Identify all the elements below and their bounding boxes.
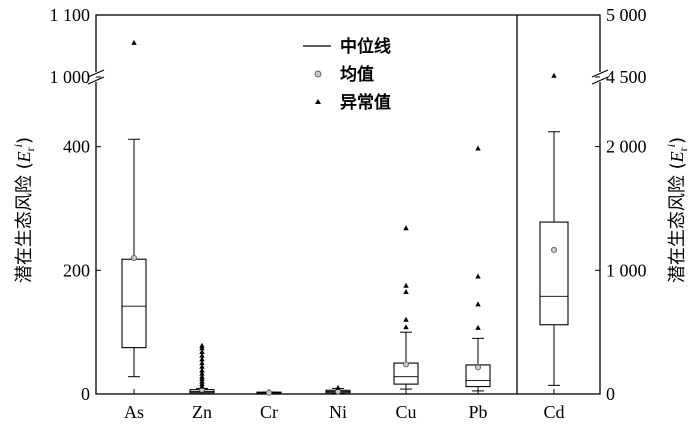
right-tick-label: 2 000 (606, 137, 647, 157)
outlier-marker (403, 324, 409, 330)
outlier-marker (475, 301, 481, 307)
mean-marker (474, 364, 481, 371)
left-break-mark-lower (87, 76, 105, 85)
category-label: As (124, 402, 144, 422)
right-tick-label: 0 (606, 384, 615, 404)
outlier-marker (199, 348, 205, 354)
right-break-mark-lower (591, 76, 609, 85)
outlier-marker (403, 225, 409, 231)
category-label: Ni (329, 402, 347, 422)
right-break-mark-upper (591, 69, 609, 78)
outlier-marker (403, 288, 409, 294)
legend-outlier-label: 异常值 (340, 92, 391, 113)
mean-marker (551, 246, 558, 253)
box-ni: Ni (325, 384, 351, 422)
right-axis-title: 潜在生态风险 (Eri) (664, 137, 690, 283)
legend-outlier-swatch (315, 99, 321, 104)
outlier-marker (335, 384, 341, 390)
left-break-mark-upper (87, 69, 105, 78)
category-label: Cr (260, 402, 278, 422)
box-plots: As Zn Cr Ni Cu Pb Cd (121, 39, 569, 422)
box-cu: Cu (393, 225, 419, 422)
outlier-marker (199, 363, 205, 369)
category-label: Zn (192, 402, 212, 422)
category-label: Cu (395, 402, 416, 422)
outlier-marker (131, 39, 137, 45)
category-label: Cd (543, 402, 564, 422)
right-tick-label: 1 000 (606, 260, 647, 280)
box-pb: Pb (465, 145, 491, 422)
box-as: As (121, 39, 147, 422)
legend-mean-swatch (314, 70, 322, 78)
legend: 中位线 均值 异常值 (303, 36, 391, 113)
outlier-marker (199, 356, 205, 362)
mean-marker (402, 361, 409, 368)
axis-ticks: 0 200 400 1 000 1 100 0 1 000 2 000 4 500 5 000 (50, 5, 647, 404)
left-tick-label: 200 (63, 260, 90, 280)
box-cr: Cr (256, 389, 282, 422)
left-tick-label: 400 (63, 137, 90, 157)
left-axis-title: 潜在生态风险 (Eri) (11, 137, 37, 283)
mean-marker (130, 254, 137, 261)
iqr-box (121, 258, 147, 349)
category-label: Pb (468, 402, 487, 422)
outlier-marker (475, 324, 481, 330)
outlier-marker (403, 316, 409, 322)
outlier-marker (199, 352, 205, 358)
outlier-marker (199, 370, 205, 376)
right-tick-label: 5 000 (606, 5, 647, 25)
legend-median-label: 中位线 (340, 36, 391, 57)
outlier-marker (199, 367, 205, 373)
box-cd: Cd (539, 72, 569, 422)
right-tick-label: 4 500 (606, 67, 647, 87)
left-tick-label: 1 100 (50, 5, 91, 25)
left-tick-label: 0 (81, 384, 90, 404)
outlier-marker (475, 273, 481, 279)
iqr-box (539, 221, 569, 326)
outlier-marker (199, 373, 205, 379)
legend-mean-label: 均值 (340, 64, 374, 85)
outlier-marker (475, 145, 481, 151)
left-tick-label: 1 000 (50, 67, 91, 87)
plot-border (95, 14, 601, 395)
outlier-marker (199, 342, 205, 348)
box-zn: Zn (189, 342, 215, 422)
mean-marker (265, 389, 272, 396)
outlier-marker (551, 72, 557, 78)
outlier-marker (199, 360, 205, 366)
outlier-marker (403, 282, 409, 288)
